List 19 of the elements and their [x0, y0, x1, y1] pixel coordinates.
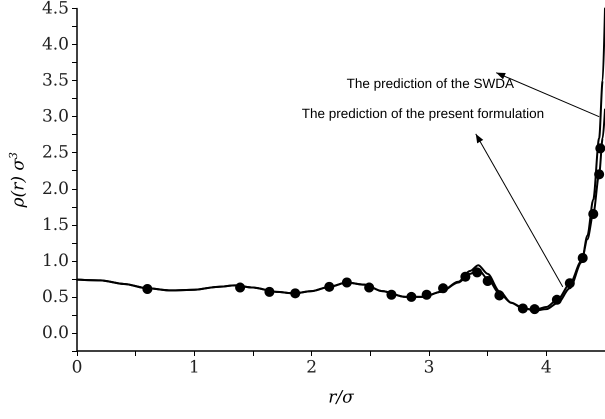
x-tick-label: 1 [188, 358, 200, 378]
y-tick-label: 3.0 [42, 106, 69, 127]
y-tick-label: 2.5 [42, 142, 69, 163]
x-tick-label: 4 [540, 358, 552, 378]
x-tick-label: 2 [306, 358, 318, 378]
y-tick-label: 1.5 [42, 214, 69, 235]
y-tick-label: 0.0 [42, 322, 69, 343]
y-tick-label: 1.0 [42, 250, 69, 271]
y-axis-title: ρ(r) σ3 [7, 152, 28, 208]
x-tick-label: 3 [424, 358, 434, 378]
y-tick-label: 4.5 [42, 0, 69, 18]
y-tick-label: 3.5 [42, 70, 69, 91]
y-tick-label: 0.5 [42, 286, 69, 307]
y-tick-label: 4.0 [42, 34, 69, 55]
x-axis-title: r/σ [328, 388, 354, 408]
annotation: The prediction of the SWDA [346, 76, 514, 92]
annotation: The prediction of the present formulation [302, 106, 544, 122]
x-tick-label: 0 [72, 358, 82, 378]
y-tick-label: 2.0 [42, 178, 69, 199]
